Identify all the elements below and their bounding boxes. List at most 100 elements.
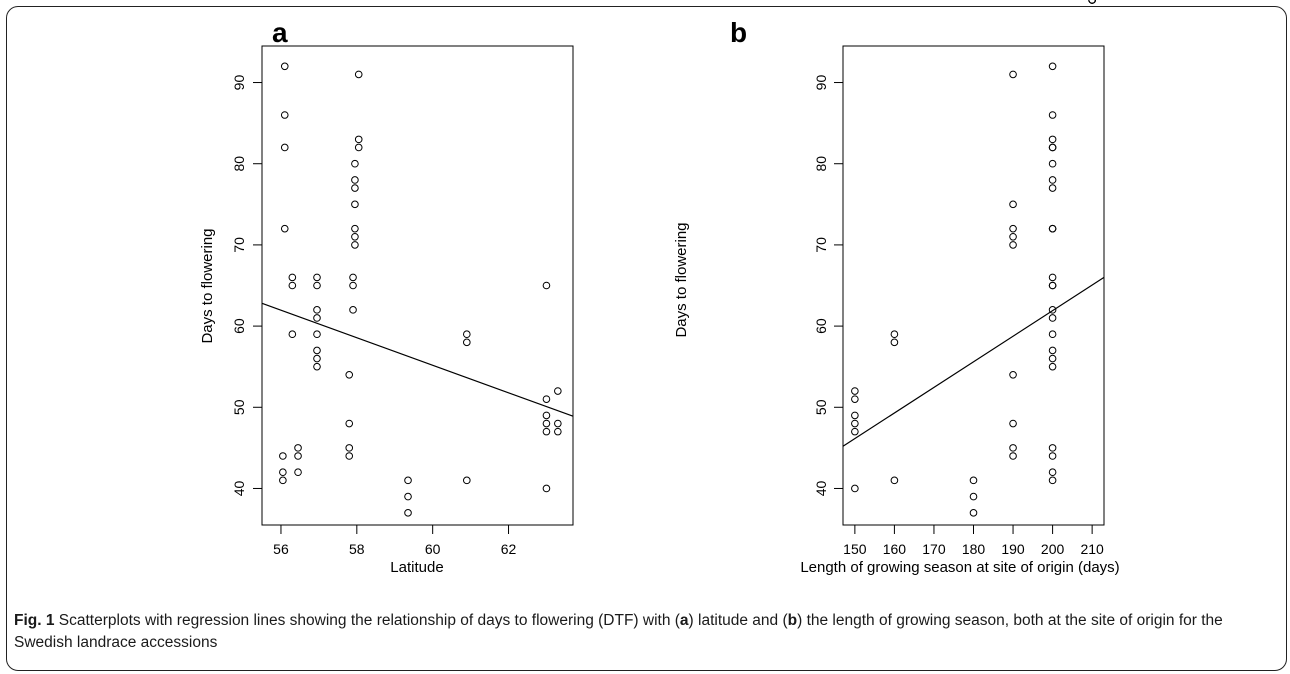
panel-a-xtick-label: 62 bbox=[501, 541, 517, 557]
panel-b-point bbox=[890, 338, 899, 347]
panel-b-ytick-label: 80 bbox=[813, 156, 829, 172]
panel-a-point bbox=[463, 330, 471, 339]
panel-a-ytick-label: 70 bbox=[231, 237, 247, 253]
panel-a-point bbox=[313, 273, 321, 282]
panel-b-point bbox=[851, 411, 859, 420]
panel-b-point bbox=[1048, 452, 1057, 460]
panel-b-point bbox=[851, 395, 859, 403]
panel-b-ytick-label: 40 bbox=[813, 480, 829, 496]
panel-b-point bbox=[969, 509, 978, 517]
panel-a-point bbox=[313, 346, 321, 355]
panel-a-point bbox=[554, 419, 562, 428]
panel-b-point bbox=[1009, 70, 1017, 79]
panel-b-point bbox=[1048, 159, 1057, 168]
panel-b-xtick-label: 180 bbox=[962, 541, 986, 557]
panel-a-point bbox=[345, 452, 354, 460]
panel-a-point bbox=[349, 281, 357, 290]
panel-b-point bbox=[1088, 0, 1096, 4]
panel-b-point bbox=[851, 484, 859, 493]
panel-b-point bbox=[1048, 135, 1057, 144]
panel-a-ytick-label: 40 bbox=[231, 480, 247, 496]
panel-b-ytick-label: 70 bbox=[813, 237, 829, 253]
panel-a-point bbox=[354, 143, 363, 152]
panel-b-point bbox=[1048, 444, 1057, 452]
panel-a-point bbox=[279, 476, 287, 485]
panel-b-xtick-label: 160 bbox=[883, 541, 907, 557]
panel-b-point bbox=[1009, 419, 1017, 428]
panel-b-point bbox=[1009, 232, 1017, 241]
caption-fig-label: Fig. 1 bbox=[14, 612, 55, 629]
panel-a-point bbox=[542, 427, 551, 436]
panel-a-point bbox=[313, 314, 321, 322]
panel-b-xtick-label: 190 bbox=[1001, 541, 1025, 557]
panel-a-point bbox=[313, 281, 321, 290]
panel-a-point bbox=[288, 330, 297, 339]
panel-a-point bbox=[354, 70, 363, 79]
panel-a-xtick-label: 58 bbox=[349, 541, 365, 557]
panel-b-point bbox=[1048, 273, 1057, 282]
panel-a-point bbox=[280, 62, 289, 71]
panel-a-point bbox=[542, 484, 551, 493]
panel-a-point bbox=[288, 273, 297, 282]
panel-b-point bbox=[1048, 184, 1057, 192]
panel-a-point bbox=[463, 476, 471, 485]
panel-a-point bbox=[542, 395, 551, 403]
panel-b-point bbox=[969, 492, 978, 501]
panel-a-point bbox=[351, 176, 359, 184]
caption-bold-a: a bbox=[679, 612, 689, 629]
panel-b-point bbox=[1048, 224, 1057, 233]
panel-a-point bbox=[351, 224, 359, 233]
panel-a-point bbox=[313, 306, 321, 314]
panel-a-ytick-label: 80 bbox=[231, 156, 247, 172]
panel-a-point bbox=[554, 387, 562, 395]
panel-a-point bbox=[280, 224, 289, 233]
panel-b-point bbox=[1048, 476, 1057, 485]
panel-a-point bbox=[404, 492, 412, 501]
panel-a-point bbox=[542, 281, 551, 290]
panel-b-point bbox=[890, 476, 899, 485]
panel-b-xtick-label: 170 bbox=[922, 541, 946, 557]
panel-b-point bbox=[1009, 452, 1017, 460]
panel-b-point bbox=[1048, 143, 1057, 152]
panel-b-ytick-label: 50 bbox=[813, 399, 829, 415]
panel-a-ytick-label: 90 bbox=[231, 75, 247, 91]
panel-a-xtick-label: 60 bbox=[425, 541, 441, 557]
panel-a-point bbox=[279, 452, 287, 460]
panel-a-point bbox=[349, 273, 357, 282]
panel-a-ytick-label: 60 bbox=[231, 318, 247, 334]
panel-a-xtick-label: 56 bbox=[273, 541, 289, 557]
panel-a-point bbox=[351, 200, 359, 209]
panel-a-point bbox=[288, 281, 297, 290]
panel-b-point bbox=[1009, 371, 1017, 379]
panel-a-point bbox=[463, 338, 471, 347]
panel-b-point bbox=[851, 387, 859, 395]
panel-a-point bbox=[351, 241, 359, 249]
panel-b-point bbox=[1048, 62, 1057, 71]
panel-b-point bbox=[890, 330, 899, 339]
panel-a-ytick-label: 50 bbox=[231, 399, 247, 415]
panel-b-xtick-label: 210 bbox=[1080, 541, 1104, 557]
panel-a-point bbox=[345, 419, 354, 428]
panel-b-xlabel: Length of growing season at site of orig… bbox=[800, 559, 1119, 576]
panel-a-point bbox=[404, 476, 412, 485]
panel-b-label: b bbox=[730, 17, 747, 48]
panel-b-point bbox=[1048, 176, 1057, 184]
panel-a-point bbox=[542, 411, 551, 420]
caption-bold-b: b bbox=[787, 612, 798, 629]
panel-b-xtick-label: 150 bbox=[843, 541, 867, 557]
caption-text-1: Scatterplots with regression lines showi… bbox=[54, 612, 680, 629]
panel-a-xlabel: Latitude bbox=[390, 559, 443, 576]
panel-b-point bbox=[969, 476, 978, 485]
panel-a-point bbox=[554, 427, 562, 436]
panel-b-point bbox=[1009, 444, 1017, 452]
panel-a-point bbox=[349, 306, 357, 314]
panel-b-point bbox=[1048, 306, 1057, 314]
panel-b-regression-line bbox=[842, 276, 1105, 447]
panel-a-point bbox=[294, 444, 302, 452]
panel-a-point bbox=[404, 509, 412, 517]
panel-a-point bbox=[313, 362, 321, 371]
panel-b-point bbox=[1048, 346, 1057, 355]
caption-text-3: ) the length of growing season, both at … bbox=[14, 612, 1223, 651]
panel-b-ytick-label: 60 bbox=[813, 318, 829, 334]
panel-b-point bbox=[1009, 200, 1017, 209]
